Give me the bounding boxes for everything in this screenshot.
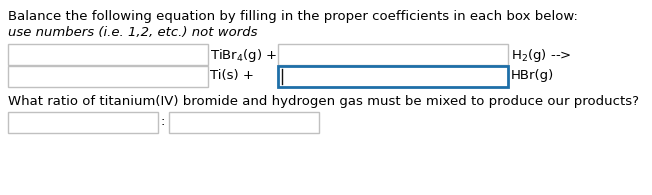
Text: Ti(s) +: Ti(s) + (210, 69, 254, 82)
Bar (8, 44, 208, 65)
Bar (8, 66, 208, 87)
Bar (169, 112, 319, 133)
Text: :: : (161, 115, 166, 128)
Text: Balance the following equation by filling in the proper coefficients in each box: Balance the following equation by fillin… (8, 10, 578, 23)
Bar (8, 112, 158, 133)
Text: TiBr$_4$(g) +: TiBr$_4$(g) + (210, 47, 277, 64)
Text: H$_2$(g) -->: H$_2$(g) --> (511, 47, 572, 64)
Text: HBr(g): HBr(g) (511, 69, 554, 82)
Text: What ratio of titanium(IV) bromide and hydrogen gas must be mixed to produce our: What ratio of titanium(IV) bromide and h… (8, 95, 639, 108)
Bar (278, 44, 508, 65)
Bar (278, 66, 508, 87)
Text: use numbers (i.e. 1,2, etc.) not words: use numbers (i.e. 1,2, etc.) not words (8, 26, 258, 39)
